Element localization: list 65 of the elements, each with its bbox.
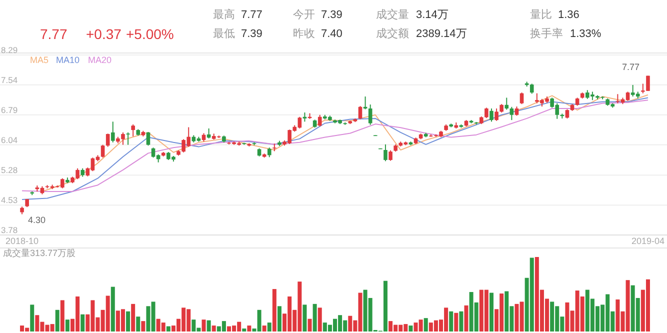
y-tick-label: 4.53 [1, 195, 18, 206]
text: 7.39 [321, 9, 342, 21]
y-tick-label: 6.04 [1, 134, 18, 145]
bar [454, 312, 458, 332]
text: 最高 [213, 8, 235, 21]
y-tick-label: 8.29 [1, 45, 18, 55]
bar [202, 320, 206, 332]
bar [206, 320, 211, 332]
bar [312, 304, 317, 332]
y-tick-label: 3.78 [1, 225, 18, 235]
bar [449, 311, 454, 332]
annotation: 7.77 [622, 62, 640, 72]
text: 1.33% [570, 28, 602, 40]
text: 成交额 [376, 27, 409, 40]
y-tick-label: 7.54 [1, 74, 18, 85]
text: MA10 [56, 55, 80, 65]
bar [80, 314, 85, 332]
text: 7.77 [241, 9, 262, 21]
bar [141, 321, 146, 332]
text: 最低 [213, 28, 235, 40]
bar [459, 311, 464, 332]
bar [65, 320, 70, 332]
text: 量比 [530, 8, 552, 21]
bar [489, 292, 494, 332]
bar [131, 304, 136, 332]
text: 换手率 [530, 27, 563, 40]
x-tick-label: 2019-04 [631, 236, 664, 246]
text: 成交量 [376, 8, 409, 21]
bar [110, 286, 115, 332]
text: 1.36 [558, 9, 580, 21]
bar [302, 304, 307, 332]
bar [262, 326, 266, 332]
y-tick-label: 6.79 [1, 104, 18, 115]
bar [424, 318, 428, 332]
bar [242, 328, 246, 332]
x-tick-label: 2018-10 [6, 236, 39, 246]
text: 今开 [293, 9, 315, 21]
bar [464, 305, 468, 332]
text: +5.00% [126, 26, 174, 42]
text: +0.37 [86, 26, 122, 42]
chart-title: 成交量313.77万股 [3, 248, 76, 258]
text: MA5 [30, 55, 49, 65]
text: 2389.14万 [416, 28, 467, 40]
text: 昨收 [293, 28, 315, 40]
bar [277, 306, 282, 332]
bar [30, 304, 34, 332]
bar [408, 326, 413, 332]
bar [166, 326, 170, 332]
bar [267, 322, 272, 332]
bar [60, 300, 64, 332]
text: 7.39 [241, 28, 262, 40]
bar [318, 308, 322, 332]
text: 7.40 [321, 28, 342, 40]
bar [272, 289, 276, 332]
bar [212, 326, 216, 332]
y-tick-label: 5.28 [1, 165, 18, 176]
bar [55, 310, 60, 332]
bar [308, 318, 312, 332]
text: 7.77 [40, 26, 68, 42]
annotation: 4.30 [28, 215, 46, 225]
bar [247, 326, 252, 332]
text: MA20 [88, 55, 112, 65]
bar [136, 316, 140, 332]
bar [126, 311, 130, 332]
text: 3.14万 [416, 9, 448, 21]
